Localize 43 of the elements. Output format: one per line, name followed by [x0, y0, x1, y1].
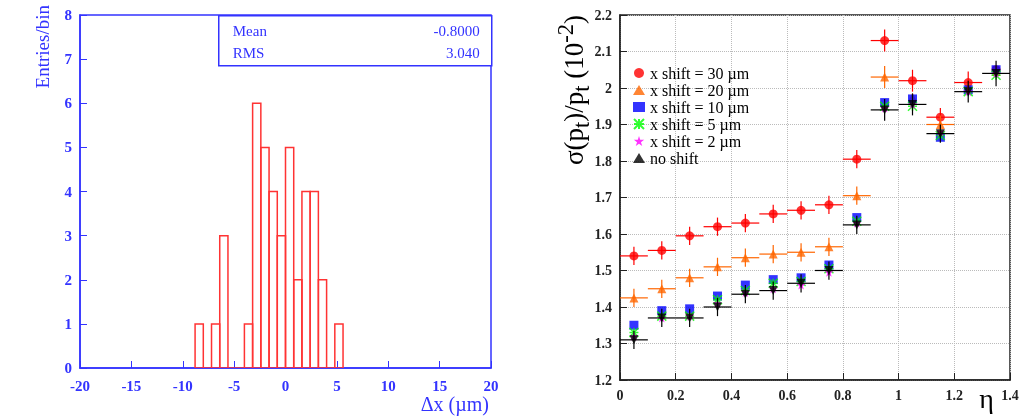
- x-tick-label: 1.2: [945, 387, 964, 403]
- y-tick-label: 5: [64, 139, 72, 156]
- y-tick-label: 4: [64, 183, 73, 200]
- y-tick-label: 0: [64, 360, 72, 376]
- y-tick-label: 8: [64, 7, 72, 23]
- y-tick-label: 1.8: [594, 153, 612, 169]
- text: RMS 3.040: [232, 44, 480, 61]
- y-tick-label: 6: [64, 95, 73, 112]
- legend-label: x shift = 30 µm: [650, 64, 750, 83]
- y-tick-label: 2.2: [594, 7, 612, 23]
- x-tick-label: 1: [895, 387, 903, 403]
- y-tick-label: 1.4: [594, 299, 612, 315]
- x-tick-label: -20: [70, 377, 90, 394]
- y-axis-title: Entries/bin: [32, 4, 53, 89]
- y-tick-label: 2: [605, 80, 612, 96]
- y-tick-label: 1.3: [594, 336, 612, 351]
- legend-label: no shift: [650, 149, 699, 167]
- y-tick-label: 1: [64, 315, 72, 332]
- x-tick-label: 0: [281, 377, 290, 394]
- text: Mean -0.8000: [232, 22, 480, 39]
- x-tick-label: 0: [616, 387, 624, 403]
- x-tick-label: 0.8: [834, 387, 852, 403]
- y-tick-label: 2: [64, 271, 72, 288]
- y-tick-label: 1.5: [594, 263, 612, 278]
- x-axis-title: Δx (µm): [420, 393, 489, 416]
- y-tick-label: 1.7: [594, 190, 612, 205]
- x-tick-label: 0.4: [722, 387, 741, 403]
- x-tick-label: -10: [172, 377, 193, 394]
- y-tick-label: 2.1: [594, 44, 612, 59]
- x-tick-label: 10: [380, 377, 396, 394]
- y-tick-label: 1.9: [594, 117, 612, 132]
- x-tick-label: -5: [227, 377, 241, 394]
- x-tick-label: -15: [121, 377, 142, 394]
- y-tick-label: 7: [64, 51, 73, 68]
- x-tick-label: 5: [333, 377, 341, 394]
- x-tick-label: 20: [483, 377, 499, 394]
- x-tick-label: 0.6: [778, 387, 796, 403]
- x-tick-label: 0.2: [666, 387, 685, 403]
- x-tick-label: 1.4: [1001, 387, 1019, 403]
- y-tick-label: 1.6: [594, 226, 612, 242]
- x-tick-label: 15: [432, 377, 448, 394]
- x-axis-title: η: [979, 382, 994, 414]
- y-tick-label: 3: [64, 227, 72, 244]
